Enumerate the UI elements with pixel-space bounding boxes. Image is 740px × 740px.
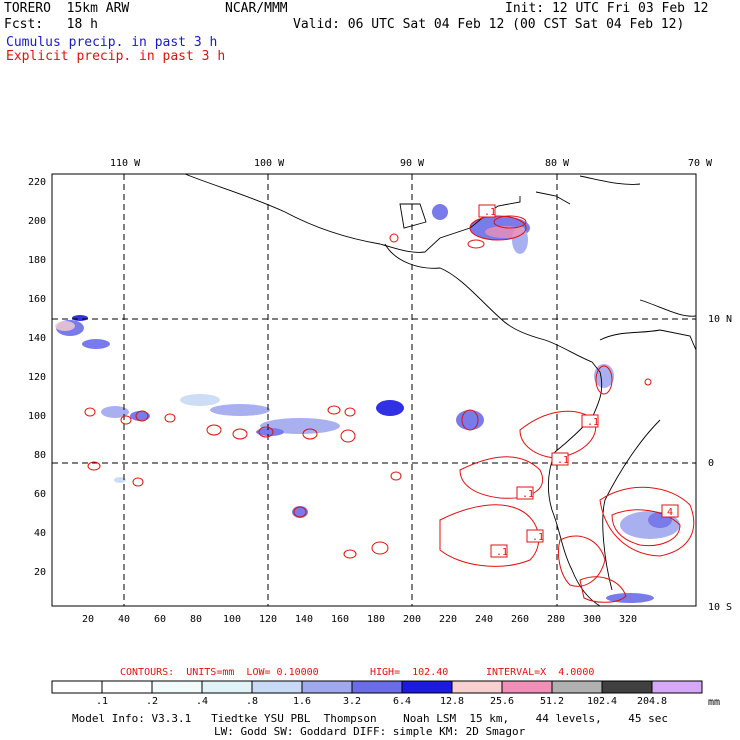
cumulus-legend: Cumulus precip. in past 3 h <box>6 35 218 50</box>
contour-label-5: .1 <box>532 532 544 543</box>
y-tick: 80 <box>34 450 46 461</box>
x-tick: 140 <box>295 614 313 625</box>
lat-label-0: 0 <box>708 458 714 469</box>
contour-label-6: .1 <box>587 417 599 428</box>
contours-interval-label: INTERVAL=X 4.0000 <box>486 667 595 678</box>
colorbar-value: 204.8 <box>636 696 668 707</box>
org-label: NCAR/MMM <box>225 1 288 16</box>
colorbar-swatch <box>451 680 503 694</box>
lat-label-10s: 10 S <box>708 602 732 613</box>
model-info-line1: Model Info: V3.3.1 Tiedtke YSU PBL Thomp… <box>72 712 669 725</box>
model-title: TORERO 15km ARW <box>4 1 130 16</box>
y-tick: 140 <box>28 333 46 344</box>
contour-label-2: .1 <box>522 489 534 500</box>
x-tick: 240 <box>475 614 493 625</box>
x-tick: 200 <box>403 614 421 625</box>
contours-units-label: CONTOURS: UNITS=mm LOW= 0.10000 <box>120 667 319 678</box>
map-frame <box>51 173 697 607</box>
y-tick: 180 <box>28 255 46 266</box>
explicit-precip-fill <box>55 226 525 331</box>
x-tick: 40 <box>118 614 130 625</box>
y-tick: 220 <box>28 177 46 188</box>
x-tick: 80 <box>190 614 202 625</box>
y-tick-labels: 220 200 180 160 140 120 100 80 60 40 20 <box>28 177 46 578</box>
y-tick: 40 <box>34 528 46 539</box>
x-tick: 20 <box>82 614 94 625</box>
x-tick: 280 <box>547 614 565 625</box>
x-tick: 260 <box>511 614 529 625</box>
contour-label-4: .1 <box>496 547 508 558</box>
y-tick: 200 <box>28 216 46 227</box>
contour-label-1: .1 <box>484 207 496 218</box>
init-time: Init: 12 UTC Fri 03 Feb 12 <box>505 1 709 16</box>
colorbar-value: 25.6 <box>489 696 515 707</box>
explicit-precip-contours <box>84 215 695 603</box>
colorbar-swatch <box>601 680 653 694</box>
colorbar-value: 12.8 <box>439 696 465 707</box>
contour-label-text: .1 .1 .1 .1 .1 .1 4 <box>484 207 673 558</box>
colorbar-swatch <box>201 680 253 694</box>
top-longitude-labels: 110 W 100 W 90 W 80 W 70 W <box>110 158 713 169</box>
colorbar-swatch <box>51 680 103 694</box>
colorbar-swatch <box>151 680 203 694</box>
colorbar-value: 102.4 <box>586 696 618 707</box>
lon-label-100w: 100 W <box>254 158 285 169</box>
x-tick: 220 <box>439 614 457 625</box>
contour-label-7: 4 <box>667 507 673 518</box>
x-tick: 160 <box>331 614 349 625</box>
colorbar-swatch <box>551 680 603 694</box>
lon-label-80w: 80 W <box>545 158 570 169</box>
colorbar-value: 3.2 <box>342 696 362 707</box>
x-tick: 180 <box>367 614 385 625</box>
graticule <box>52 174 696 606</box>
colorbar-value: 1.6 <box>292 696 312 707</box>
x-tick-labels: 20 40 60 80 100 120 140 160 180 200 220 … <box>82 614 637 625</box>
right-latitude-labels: 10 N 0 10 S <box>708 314 732 613</box>
colorbar <box>51 680 703 694</box>
colorbar-value: .4 <box>195 696 209 707</box>
y-tick: 120 <box>28 372 46 383</box>
colorbar-value: 6.4 <box>392 696 412 707</box>
explicit-legend: Explicit precip. in past 3 h <box>6 49 226 64</box>
colorbar-value: .8 <box>245 696 259 707</box>
colorbar-swatch <box>401 680 453 694</box>
y-tick: 60 <box>34 489 46 500</box>
colorbar-swatch <box>101 680 153 694</box>
colorbar-swatch <box>501 680 553 694</box>
x-tick: 320 <box>619 614 637 625</box>
contour-label-3: .1 <box>557 455 569 466</box>
lon-label-90w: 90 W <box>400 158 425 169</box>
y-tick: 20 <box>34 567 46 578</box>
colorbar-swatch <box>351 680 403 694</box>
colorbar-unit: mm <box>708 697 721 708</box>
x-tick: 60 <box>154 614 166 625</box>
lat-label-10n: 10 N <box>708 314 732 325</box>
colorbar-swatch <box>251 680 303 694</box>
colorbar-value: .2 <box>145 696 159 707</box>
coastlines <box>184 173 697 607</box>
colorbar-swatch <box>301 680 353 694</box>
lon-label-70w: 70 W <box>688 158 713 169</box>
contour-label-boxes <box>478 204 679 558</box>
x-tick: 100 <box>223 614 241 625</box>
x-tick: 120 <box>259 614 277 625</box>
y-tick: 100 <box>28 411 46 422</box>
forecast-hour: Fcst: 18 h <box>4 17 98 32</box>
colorbar-value: .1 <box>95 696 109 707</box>
x-tick: 300 <box>583 614 601 625</box>
colorbar-value: 51.2 <box>539 696 565 707</box>
y-tick: 160 <box>28 294 46 305</box>
lon-label-110w: 110 W <box>110 158 141 169</box>
model-info-line2: LW: Godd SW: Goddard DIFF: simple KM: 2D… <box>214 725 526 738</box>
colorbar-swatch <box>651 680 703 694</box>
valid-time: Valid: 06 UTC Sat 04 Feb 12 (00 CST Sat … <box>293 17 685 32</box>
contours-high-label: HIGH= 102.40 <box>370 667 449 678</box>
